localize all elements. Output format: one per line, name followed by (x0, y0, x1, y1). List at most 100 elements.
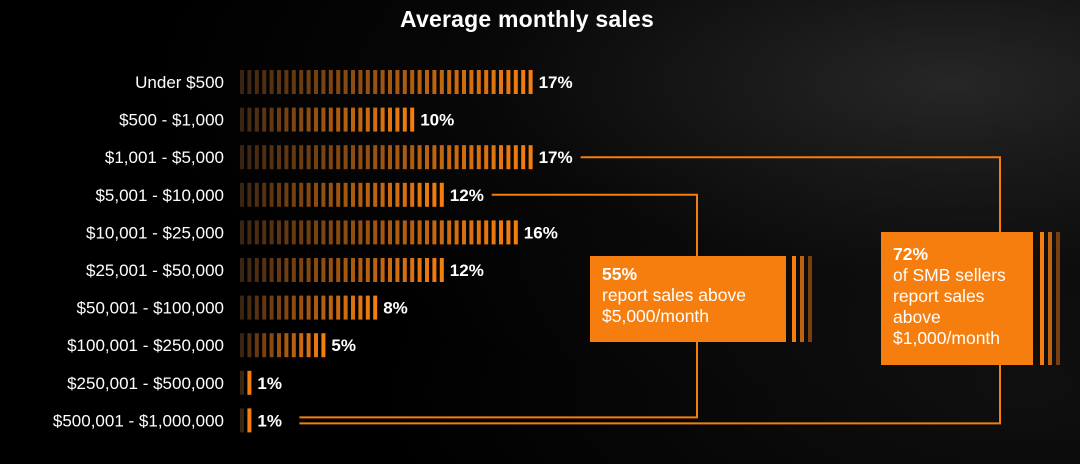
bar-segment (262, 182, 267, 207)
bar-segment (439, 182, 444, 207)
bar-segment (373, 107, 378, 132)
value-label: 1% (257, 374, 282, 393)
bar-segment (388, 145, 392, 170)
bar-segment (291, 295, 296, 320)
bar-segment (262, 107, 267, 132)
category-label: $50,001 - $100,000 (77, 299, 224, 318)
bar-segment (328, 220, 333, 245)
bar-segment (343, 220, 348, 245)
bar-segment (380, 220, 385, 245)
bar-segment (343, 70, 348, 94)
bar-segment (336, 220, 341, 245)
bar-segment (380, 70, 385, 94)
bar (240, 182, 444, 207)
bar-segment (247, 220, 252, 245)
bar-segment (388, 258, 392, 282)
bar-segment (499, 220, 503, 245)
bar-segment (351, 258, 355, 282)
bar-segment (291, 182, 296, 207)
bar-segment (336, 258, 341, 282)
bar-segment (351, 220, 355, 245)
bar-segment (388, 220, 392, 245)
bar-segment (417, 258, 422, 282)
bar-segment (306, 107, 311, 132)
bar-segment (358, 145, 363, 170)
bar-segment (380, 107, 385, 132)
bar-segment (351, 145, 355, 170)
bar-segment (277, 258, 281, 282)
bar-segment (284, 145, 289, 170)
bar-segment (343, 295, 348, 320)
bar-segment (365, 145, 370, 170)
bar-segment (439, 258, 444, 282)
bar-segment (328, 182, 333, 207)
bar-segment (417, 145, 422, 170)
bar-segment (321, 107, 326, 132)
bar-segment (447, 70, 452, 94)
bar-segment (328, 145, 333, 170)
bar-segment (395, 107, 400, 132)
bar-segment (410, 220, 415, 245)
bar-segment (299, 295, 304, 320)
bar-segment (462, 70, 466, 94)
bar-segment (491, 70, 496, 94)
bar-segment (321, 182, 326, 207)
bar-segment (476, 220, 481, 245)
callout-72-value: 72% (893, 244, 929, 264)
bar-segment (343, 182, 348, 207)
bar-segment (321, 295, 326, 320)
category-label: $500,001 - $1,000,000 (53, 411, 224, 430)
bar-segment (306, 333, 311, 358)
category-label: $100,001 - $250,000 (67, 336, 224, 355)
category-label: $5,001 - $10,000 (95, 186, 224, 205)
bar-segment (365, 295, 370, 320)
bar-segment (365, 258, 370, 282)
bar-segment (277, 107, 281, 132)
bar-segment (262, 220, 267, 245)
bar-segment (365, 220, 370, 245)
bar-segment (321, 258, 326, 282)
value-label: 16% (524, 223, 558, 242)
bar-segment (314, 258, 318, 282)
bar-segment (395, 70, 400, 94)
bar-segment (395, 258, 400, 282)
connector-lines (299, 156, 1001, 425)
bar-segment (277, 182, 281, 207)
connector-72-top (580, 156, 1001, 232)
category-label: $25,001 - $50,000 (86, 261, 224, 280)
bar-segment (528, 70, 533, 94)
bar-segment (262, 145, 267, 170)
bar-segment (425, 182, 429, 207)
bar-segment (484, 145, 489, 170)
bar-segment (358, 182, 363, 207)
bar-segment (410, 70, 415, 94)
bar-segment (454, 220, 459, 245)
bar-segment (506, 145, 511, 170)
bar-segment (254, 220, 259, 245)
bar-segment (306, 258, 311, 282)
bar-segment (277, 220, 281, 245)
bar-segment (506, 220, 511, 245)
bar-segment (247, 258, 252, 282)
bar-segment (365, 182, 370, 207)
bar-segment (343, 107, 348, 132)
bar-segment (254, 107, 259, 132)
bar-segment (439, 70, 444, 94)
bar-segment (388, 70, 392, 94)
bar-segment (425, 258, 429, 282)
bar-segment (291, 258, 296, 282)
bar-segment (336, 145, 341, 170)
bar-segment (314, 145, 318, 170)
bar-segment (402, 182, 407, 207)
bar-segment (262, 333, 267, 358)
bar-segment (262, 70, 267, 94)
bar-segment (247, 333, 252, 358)
bar-segment (499, 145, 503, 170)
bar-segment (373, 70, 378, 94)
bar-segment (410, 145, 415, 170)
bar-segment (306, 220, 311, 245)
value-label: 5% (331, 336, 356, 355)
category-label: $500 - $1,000 (119, 111, 224, 130)
bar-segment (476, 70, 481, 94)
bar-segment (299, 182, 304, 207)
